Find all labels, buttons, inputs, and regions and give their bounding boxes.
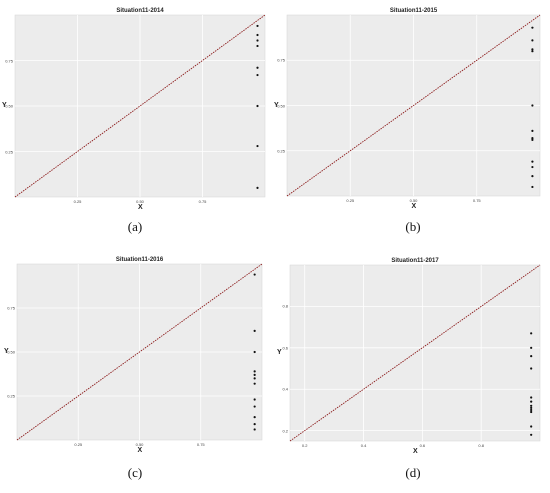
data-point [253, 273, 256, 276]
x-tick-label: 0.75 [198, 199, 207, 204]
data-point [530, 332, 533, 335]
y-tick-label: 0.50 [7, 349, 15, 355]
data-point [530, 396, 533, 399]
data-point [256, 33, 259, 37]
data-point [253, 405, 256, 408]
data-point [530, 408, 533, 412]
data-point [253, 350, 256, 354]
y-tick-label: 0.25 [5, 149, 13, 154]
data-point [253, 382, 256, 385]
data-point [531, 104, 534, 107]
data-point [253, 428, 256, 431]
y-tick-label: 0.4 [282, 386, 288, 392]
data-point [531, 48, 534, 51]
reference-diagonal-line [289, 264, 541, 442]
data-point [256, 66, 259, 69]
y-tick-label: 0.2 [282, 428, 288, 434]
reference-diagonal-line [286, 14, 541, 197]
data-point [256, 73, 259, 77]
data-point [530, 346, 533, 349]
reference-diagonal-line [16, 263, 263, 441]
data-point [253, 370, 256, 373]
data-point [531, 136, 534, 140]
y-axis-label: Y [2, 102, 7, 109]
y-tick-label: 0.75 [7, 305, 15, 311]
x-tick-label: 0.50 [135, 442, 144, 447]
data-point [530, 367, 533, 370]
data-point [253, 398, 256, 401]
data-point [530, 355, 533, 358]
x-tick-label: 0.25 [73, 199, 82, 204]
data-point [531, 160, 534, 163]
data-point [256, 39, 259, 42]
x-axis-label: X [413, 448, 418, 455]
y-tick-label: 0.25 [7, 393, 15, 399]
y-axis-label: Y [277, 349, 282, 356]
y-tick-label: 0.8 [282, 303, 288, 309]
data-point [253, 373, 256, 376]
x-axis-label: X [138, 204, 143, 211]
data-point [531, 165, 534, 169]
chart-title: Situation11-2017 [391, 258, 439, 264]
chart-title: Situation11-2014 [116, 8, 164, 14]
data-point [253, 329, 256, 332]
data-point [253, 416, 256, 419]
data-point [530, 404, 533, 407]
data-point [531, 50, 534, 53]
data-point [253, 377, 256, 380]
data-point [530, 406, 533, 409]
data-point [531, 26, 534, 29]
y-axis-label: Y [274, 101, 279, 109]
x-tick-label: 0.6 [419, 443, 426, 448]
x-tick-label: 0.8 [478, 443, 484, 448]
y-tick-label: 0.50 [5, 103, 13, 109]
data-point [531, 129, 534, 132]
chart-title: Situation11-2016 [115, 257, 164, 263]
y-tick-label: 0.75 [277, 57, 285, 63]
data-point [530, 433, 533, 436]
reference-diagonal-line [14, 14, 266, 198]
x-tick-label: 0.50 [136, 199, 144, 204]
data-point [531, 138, 534, 141]
x-axis-label: X [137, 447, 143, 454]
data-point [531, 185, 534, 189]
data-point [531, 174, 534, 178]
y-tick-label: 0.25 [277, 148, 285, 154]
y-tick-label: 0.6 [282, 345, 288, 351]
y-tick-label: 0.75 [5, 58, 13, 63]
data-point [256, 44, 259, 48]
subfigure-caption: (a) [127, 219, 143, 234]
x-axis-label: X [411, 203, 417, 210]
data-point [256, 186, 259, 189]
data-point [531, 39, 534, 42]
x-tick-label: 0.75 [472, 198, 481, 203]
x-tick-label: 0.4 [360, 443, 367, 448]
x-tick-label: 0.50 [409, 198, 418, 203]
y-tick-label: 0.50 [277, 103, 285, 108]
data-point [530, 400, 533, 403]
subfigure-caption: (b) [405, 219, 421, 234]
chart-title: Situation11-2015 [389, 8, 438, 14]
data-point [530, 410, 533, 414]
data-point [253, 423, 256, 426]
data-point [256, 24, 259, 28]
x-tick-label: 0.25 [74, 442, 83, 447]
data-point [530, 425, 533, 428]
x-tick-label: 0.25 [346, 198, 355, 203]
y-axis-label: Y [4, 348, 9, 355]
data-point [256, 144, 259, 148]
x-tick-label: 0.2 [301, 443, 308, 448]
subfigure-caption: (c) [127, 465, 143, 480]
subfigure-caption: (d) [405, 465, 421, 480]
data-point [256, 104, 259, 108]
x-tick-label: 0.75 [196, 442, 205, 447]
